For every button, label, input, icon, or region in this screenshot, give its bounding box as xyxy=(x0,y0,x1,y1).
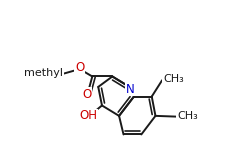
Text: OH: OH xyxy=(80,109,98,122)
Text: methyl: methyl xyxy=(24,68,63,78)
Text: methyl: methyl xyxy=(24,68,63,78)
Text: CH₃: CH₃ xyxy=(163,74,184,84)
Text: N: N xyxy=(126,83,134,96)
Text: CH₃: CH₃ xyxy=(177,111,198,121)
Text: O: O xyxy=(75,61,84,74)
Text: O: O xyxy=(82,88,92,101)
